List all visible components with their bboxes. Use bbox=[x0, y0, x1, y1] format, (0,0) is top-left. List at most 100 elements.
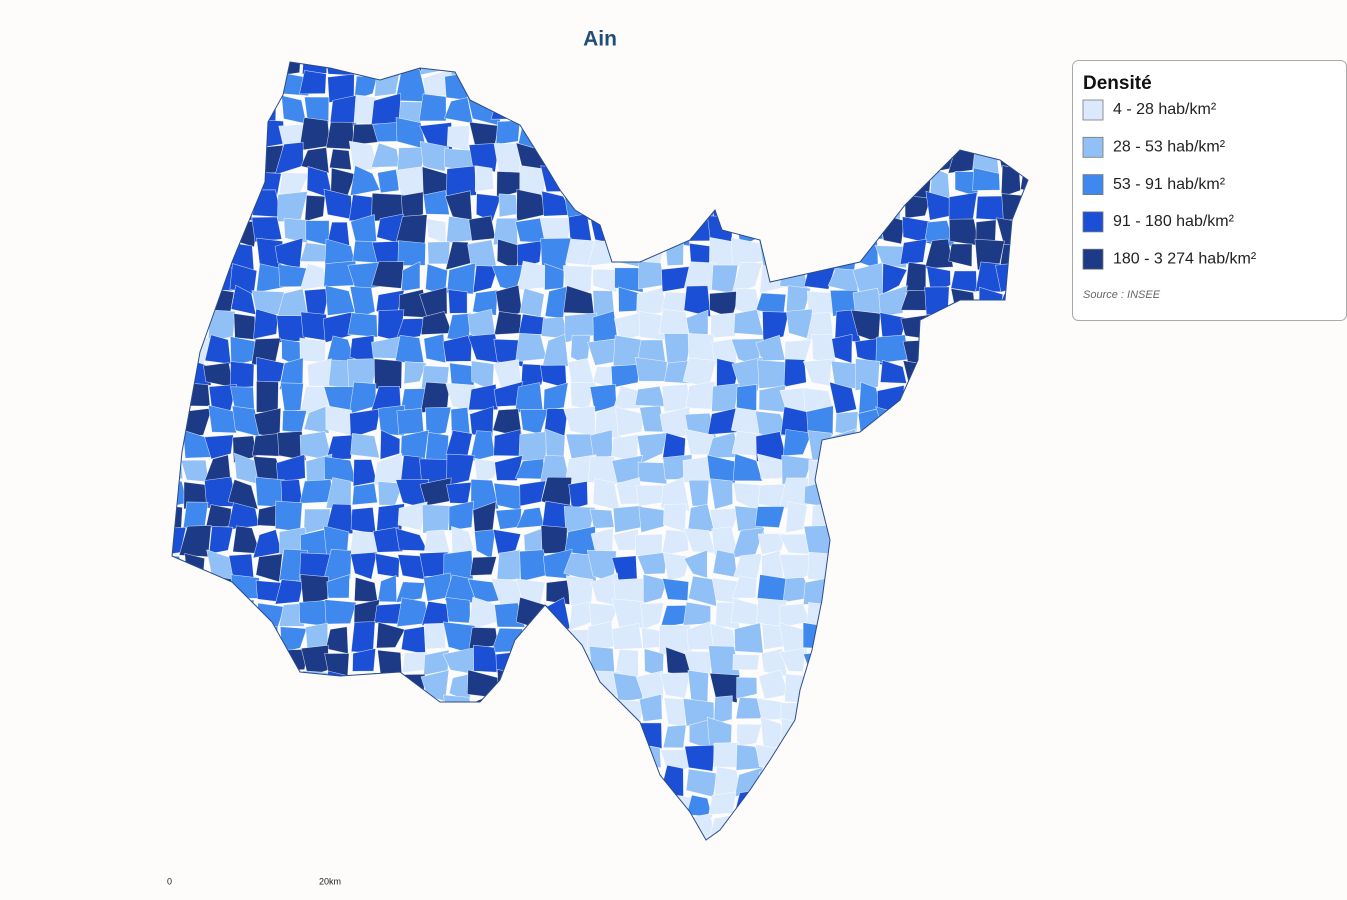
commune bbox=[709, 672, 740, 704]
scale-start: 0 bbox=[167, 876, 172, 886]
commune bbox=[854, 484, 883, 507]
commune bbox=[519, 480, 547, 507]
commune bbox=[683, 839, 715, 840]
commune bbox=[208, 842, 230, 865]
commune bbox=[925, 672, 955, 697]
commune bbox=[854, 118, 883, 150]
commune bbox=[709, 478, 733, 510]
commune bbox=[901, 624, 933, 655]
commune bbox=[1019, 792, 1028, 823]
commune bbox=[763, 193, 787, 221]
commune bbox=[1019, 670, 1028, 696]
commune bbox=[563, 696, 596, 722]
commune bbox=[925, 695, 958, 728]
commune bbox=[568, 481, 589, 510]
commune bbox=[325, 434, 354, 460]
commune bbox=[206, 764, 230, 796]
commune bbox=[423, 622, 446, 650]
commune bbox=[277, 191, 309, 222]
commune bbox=[444, 190, 473, 221]
commune bbox=[542, 333, 569, 367]
commune bbox=[251, 92, 277, 123]
commune bbox=[571, 790, 595, 821]
commune bbox=[904, 460, 931, 487]
commune bbox=[589, 508, 615, 529]
commune bbox=[325, 285, 356, 316]
commune bbox=[636, 551, 668, 575]
commune bbox=[1018, 189, 1028, 224]
commune bbox=[950, 332, 981, 359]
commune bbox=[172, 405, 185, 437]
commune bbox=[874, 482, 909, 511]
commune bbox=[425, 699, 448, 724]
commune bbox=[613, 844, 638, 870]
commune bbox=[179, 217, 211, 240]
commune bbox=[517, 260, 549, 291]
commune bbox=[374, 553, 400, 578]
commune bbox=[445, 382, 476, 414]
commune bbox=[443, 813, 473, 840]
commune bbox=[379, 429, 401, 460]
commune bbox=[974, 580, 1003, 601]
commune bbox=[683, 170, 717, 197]
commune bbox=[421, 504, 451, 534]
commune bbox=[804, 166, 832, 199]
commune bbox=[947, 838, 978, 840]
commune bbox=[755, 814, 790, 840]
commune bbox=[376, 795, 405, 816]
commune bbox=[259, 75, 278, 104]
commune bbox=[183, 286, 211, 318]
commune bbox=[204, 601, 234, 631]
commune bbox=[349, 62, 379, 74]
commune bbox=[172, 382, 185, 416]
commune bbox=[303, 843, 327, 866]
commune bbox=[208, 625, 229, 651]
commune bbox=[924, 550, 955, 583]
commune bbox=[710, 312, 738, 339]
commune bbox=[184, 552, 205, 577]
commune bbox=[300, 716, 333, 750]
commune bbox=[352, 459, 378, 487]
commune bbox=[660, 476, 691, 512]
commune bbox=[305, 220, 330, 246]
commune bbox=[827, 789, 861, 817]
commune bbox=[228, 621, 257, 651]
commune bbox=[736, 676, 758, 700]
commune bbox=[924, 238, 954, 270]
commune bbox=[828, 692, 856, 726]
commune bbox=[637, 215, 668, 242]
commune bbox=[540, 93, 567, 121]
commune bbox=[904, 387, 928, 415]
commune bbox=[547, 742, 573, 775]
commune bbox=[1022, 408, 1028, 437]
commune bbox=[879, 62, 908, 80]
commune bbox=[255, 553, 283, 583]
commune bbox=[377, 168, 400, 194]
commune bbox=[172, 71, 187, 101]
commune bbox=[970, 814, 1005, 840]
commune bbox=[544, 74, 572, 98]
commune bbox=[878, 430, 904, 462]
commune bbox=[928, 842, 948, 870]
commune bbox=[419, 792, 452, 819]
commune bbox=[349, 286, 376, 320]
commune bbox=[566, 765, 597, 799]
commune bbox=[184, 265, 213, 293]
commune bbox=[994, 456, 1025, 484]
commune bbox=[831, 549, 861, 581]
commune bbox=[172, 286, 189, 315]
commune bbox=[976, 338, 1001, 365]
commune bbox=[448, 500, 475, 531]
commune bbox=[572, 842, 592, 870]
commune bbox=[1019, 627, 1028, 652]
commune bbox=[1025, 356, 1028, 391]
commune bbox=[275, 500, 303, 533]
commune bbox=[517, 817, 548, 840]
commune bbox=[542, 645, 571, 675]
commune bbox=[232, 746, 255, 773]
commune bbox=[516, 645, 549, 673]
commune bbox=[1022, 549, 1028, 579]
commune bbox=[828, 576, 857, 605]
commune bbox=[971, 71, 1001, 102]
commune bbox=[905, 146, 927, 168]
